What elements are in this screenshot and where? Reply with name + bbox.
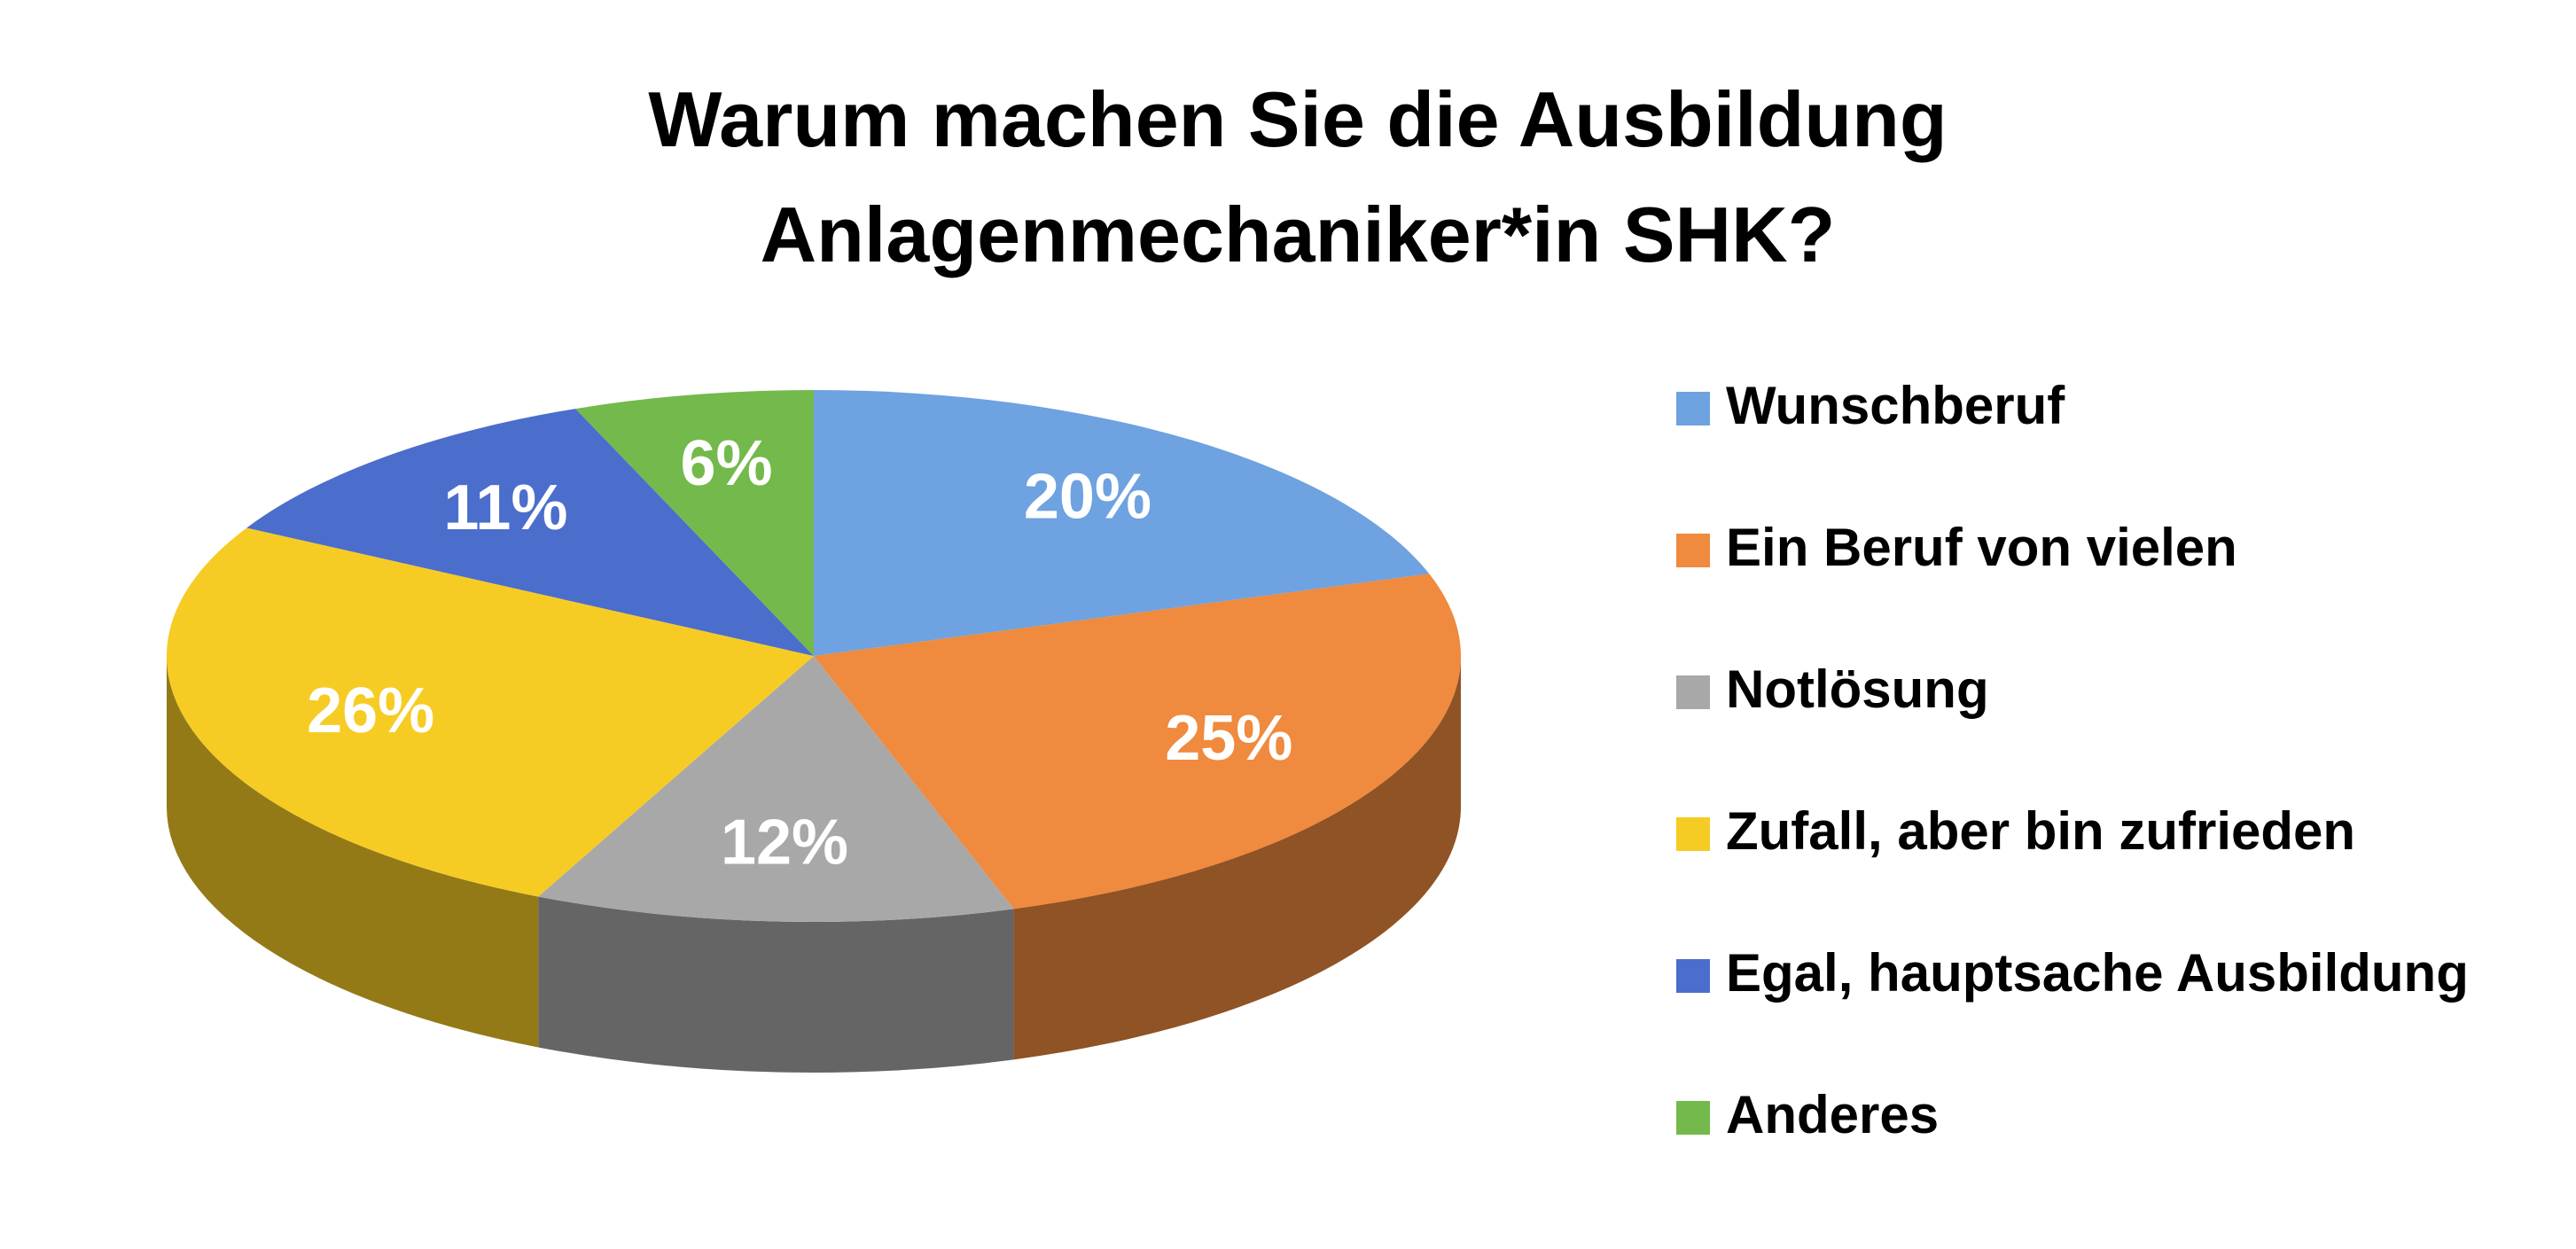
slice bbox=[575, 390, 814, 656]
legend-swatch bbox=[1676, 959, 1710, 993]
legend-label: Anderes bbox=[1726, 1085, 1939, 1144]
legend-swatch bbox=[1676, 817, 1710, 851]
legend-swatch bbox=[1676, 1101, 1710, 1135]
legend-label: Wunschberuf bbox=[1726, 376, 2065, 435]
slice bbox=[814, 574, 1461, 909]
data-label: 20% bbox=[1024, 461, 1151, 532]
legend-label: Ein Beruf von vielen bbox=[1726, 518, 2237, 577]
data-label: 12% bbox=[721, 808, 848, 878]
slice bbox=[246, 409, 814, 656]
slice bbox=[166, 527, 814, 897]
data-label: 26% bbox=[307, 675, 434, 746]
slice-side bbox=[167, 656, 539, 1048]
legend-swatch bbox=[1676, 392, 1710, 425]
data-label: 11% bbox=[443, 472, 567, 543]
data-label: 6% bbox=[680, 428, 772, 499]
slice bbox=[814, 390, 1430, 656]
slice bbox=[538, 656, 1014, 922]
legend-label: Egal, hauptsache Ausbildung bbox=[1726, 943, 2469, 1003]
chart-title: Warum machen Sie die Ausbildung Anlagenm… bbox=[648, 75, 1948, 278]
legend-swatch bbox=[1676, 534, 1710, 567]
slice-side bbox=[538, 896, 1014, 1073]
legend-label: Zufall, aber bin zufrieden bbox=[1726, 801, 2355, 861]
legend-swatch bbox=[1676, 675, 1710, 709]
legend-label: Notlösung bbox=[1726, 660, 1989, 719]
slice-side bbox=[1013, 656, 1461, 1060]
data-label: 25% bbox=[1165, 703, 1292, 774]
